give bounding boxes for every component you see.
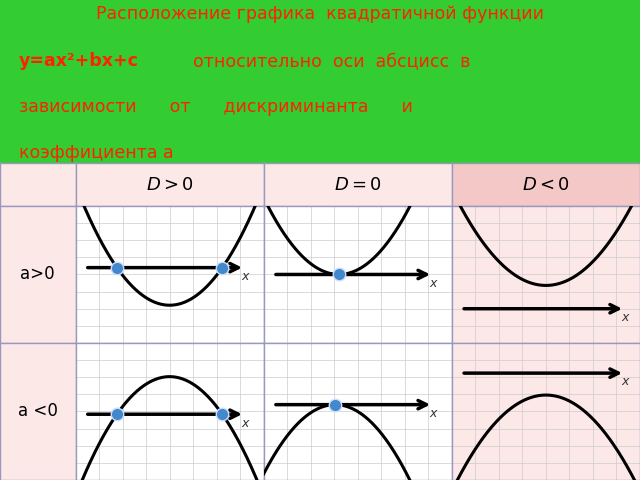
- Text: $D>0$: $D>0$: [145, 176, 194, 193]
- Text: коэффициента а: коэффициента а: [19, 144, 174, 162]
- Text: a>0: a>0: [20, 265, 55, 284]
- Text: $x$: $x$: [621, 375, 631, 388]
- Text: $x$: $x$: [429, 407, 439, 420]
- Text: $x$: $x$: [241, 417, 251, 430]
- Text: $D<0$: $D<0$: [522, 176, 570, 193]
- Text: относительно  оси  абсцисс  в: относительно оси абсцисс в: [182, 52, 471, 70]
- Text: a <0: a <0: [18, 403, 58, 420]
- Text: $x$: $x$: [241, 270, 251, 283]
- Text: $D=0$: $D=0$: [333, 176, 382, 193]
- Text: y=ax²+bx+c: y=ax²+bx+c: [19, 52, 139, 70]
- Text: зависимости      от      дискриминанта      и: зависимости от дискриминанта и: [19, 98, 413, 116]
- Text: $x$: $x$: [429, 277, 439, 290]
- Text: $x$: $x$: [621, 311, 631, 324]
- Text: Расположение графика  квадратичной функции: Расположение графика квадратичной функци…: [96, 5, 544, 23]
